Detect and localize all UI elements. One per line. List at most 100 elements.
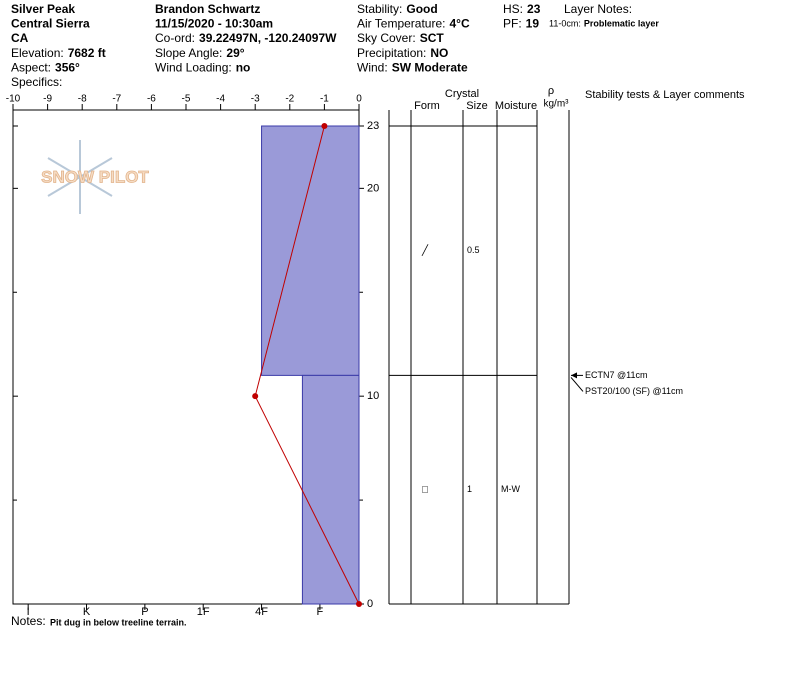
x-tick-label: -6 — [147, 94, 156, 105]
hardness-tick-label: K — [83, 606, 91, 618]
hardness-tick-label: 4F — [255, 606, 268, 618]
x-tick-label: -9 — [43, 94, 52, 105]
temperature-point — [321, 123, 328, 129]
column-header: Stability tests & Layer comments — [585, 89, 745, 101]
header-field: Elevation: 7682 ft — [11, 46, 106, 60]
moisture: M-W — [501, 484, 520, 494]
field-label: Slope Angle: — [155, 46, 222, 60]
y-tick-label: 20 — [367, 182, 379, 194]
field-value: 19 — [526, 17, 540, 31]
field-value: SCT — [420, 31, 445, 45]
column-header: Form — [414, 100, 440, 112]
x-tick-label: -2 — [285, 94, 294, 105]
x-tick-label: -4 — [216, 94, 225, 105]
y-tick-label: 10 — [367, 390, 379, 402]
logo — [47, 140, 113, 214]
field-value: 7682 ft — [68, 46, 106, 60]
field-value: 29° — [226, 46, 244, 60]
notes-text: Pit dug in below treeline terrain. — [50, 617, 187, 627]
field-label: Layer Notes: — [564, 2, 632, 16]
crystal-form: □ — [422, 484, 428, 495]
test-label: ECTN7 @11cm — [585, 370, 647, 380]
field-label: Specifics: — [11, 75, 62, 89]
crystal-size: 1 — [467, 484, 472, 494]
header-field: Slope Angle: 29° — [155, 46, 245, 60]
x-tick-label: -8 — [78, 94, 87, 105]
table-frame — [388, 110, 570, 605]
field-label: Air Temperature: — [357, 17, 445, 31]
field-value: NO — [430, 46, 448, 60]
header-field: Brandon Schwartz — [155, 2, 260, 16]
x-tick-label: 0 — [356, 94, 362, 105]
temperature-point — [252, 393, 259, 400]
x-tick-label: -3 — [251, 94, 260, 105]
header-field: Precipitation: NO — [357, 46, 448, 60]
header-field: Co-ord: 39.22497N, -120.24097W — [155, 31, 337, 45]
field-value: SW Moderate — [392, 61, 468, 75]
logo-text: SNOW PILOT — [41, 167, 149, 186]
header-field: HS: 23 — [503, 2, 541, 16]
field-value: 356° — [55, 61, 80, 75]
field-value: Problematic layer — [584, 19, 660, 29]
column-header: Crystal — [445, 88, 479, 100]
column-header: ρ — [548, 85, 554, 97]
header-field: Wind: SW Moderate — [357, 61, 468, 75]
field-value: Brandon Schwartz — [155, 2, 260, 16]
hardness-tick-label: I — [27, 606, 30, 618]
test-arrow — [570, 377, 584, 392]
column-header: kg/m³ — [544, 99, 570, 110]
header-field: 11-0cm: Problematic layer — [549, 19, 659, 29]
field-label: Sky Cover: — [357, 31, 416, 45]
header-field: Air Temperature: 4°C — [357, 17, 470, 31]
field-value: Central Sierra — [11, 17, 90, 31]
field-label: Elevation: — [11, 46, 64, 60]
field-label: PF: — [503, 17, 522, 31]
field-value: 39.22497N, -120.24097W — [199, 31, 337, 45]
header-field: Sky Cover: SCT — [357, 31, 444, 45]
header-field: CA — [11, 31, 29, 45]
field-label: Wind: — [357, 61, 388, 75]
field-value: no — [236, 61, 251, 75]
logo-flake — [47, 157, 113, 197]
header-field: Wind Loading: no — [155, 61, 250, 75]
field-label: Wind Loading: — [155, 61, 232, 75]
y-tick-label: 0 — [367, 598, 373, 610]
test-label: PST20/100 (SF) @11cm — [585, 386, 683, 396]
arrow-head — [571, 372, 577, 379]
hardness-tick-label: P — [141, 606, 148, 618]
header-field: Aspect: 356° — [11, 61, 80, 75]
field-value: 11/15/2020 - 10:30am — [155, 17, 273, 31]
field-label: Aspect: — [11, 61, 51, 75]
field-value: Good — [406, 2, 437, 16]
x-tick-label: -7 — [112, 94, 121, 105]
notes-label: Notes: — [11, 614, 46, 628]
field-value: CA — [11, 31, 29, 45]
hardness-bar — [261, 125, 360, 376]
header-field: Layer Notes: — [564, 2, 632, 16]
header-field: Silver Peak — [11, 2, 75, 16]
field-value: 23 — [527, 2, 541, 16]
field-label: Stability: — [357, 2, 402, 16]
crystal-form: ╱ — [421, 243, 429, 256]
header-field: Stability: Good — [357, 2, 438, 16]
temperature-point — [356, 601, 362, 607]
field-label: Co-ord: — [155, 31, 195, 45]
field-label: Precipitation: — [357, 46, 426, 60]
field-label: HS: — [503, 2, 523, 16]
hardness-tick-label: 1F — [197, 606, 210, 618]
y-tick-label: 23 — [367, 120, 379, 132]
x-tick-label: -10 — [6, 94, 21, 105]
hardness-bar — [301, 374, 360, 605]
header-field: 11/15/2020 - 10:30am — [155, 17, 273, 31]
x-tick-label: -5 — [182, 94, 191, 105]
column-header: Moisture — [495, 100, 537, 112]
column-header: Size — [466, 100, 487, 112]
field-value: 4°C — [449, 17, 469, 31]
header-field: Central Sierra — [11, 17, 90, 31]
field-label: 11-0cm: — [549, 19, 581, 29]
hardness-tick-label: F — [317, 606, 324, 618]
header-field: Specifics: — [11, 75, 62, 89]
x-tick-label: -1 — [320, 94, 329, 105]
crystal-size: 0.5 — [467, 245, 480, 255]
